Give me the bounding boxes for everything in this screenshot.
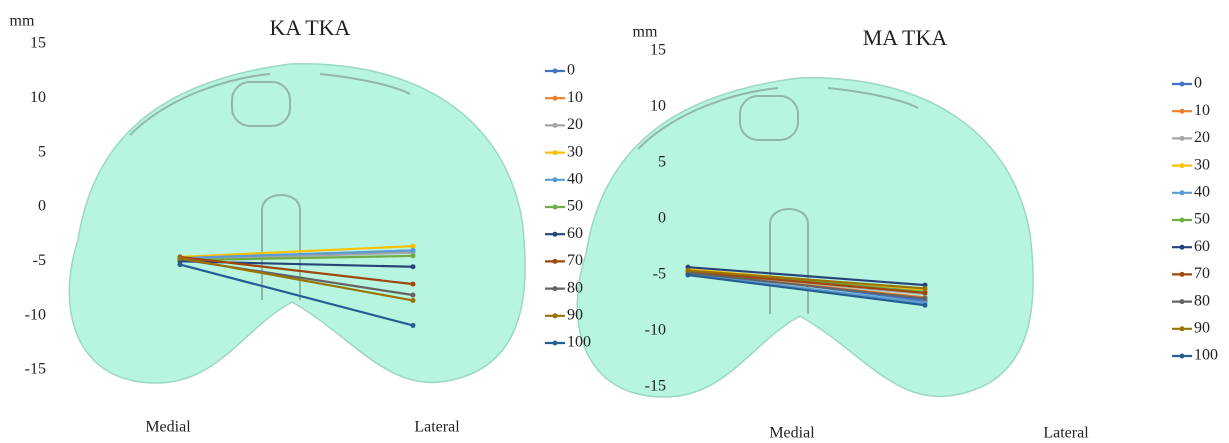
- y-tick-label: -10: [25, 306, 46, 323]
- y-tick-label: -15: [25, 361, 46, 378]
- x-tick-label: Medial: [769, 425, 815, 442]
- y-tick-label: -5: [33, 252, 46, 269]
- page: {"chart_data": [ {"type": "line", "title…: [0, 0, 1229, 443]
- legend-marker: [553, 341, 558, 346]
- legend-marker: [1180, 82, 1185, 87]
- chart-title: KA TKA: [270, 15, 351, 40]
- legend-marker: [1180, 190, 1185, 195]
- x-tick-label: Lateral: [414, 419, 460, 436]
- legend-marker: [1180, 218, 1185, 223]
- y-tick-label: -15: [645, 378, 666, 395]
- data-point: [411, 293, 416, 298]
- data-point: [686, 268, 691, 273]
- legend-marker: [1180, 163, 1185, 168]
- legend-label: 70: [1194, 265, 1210, 282]
- x-tick-label: Medial: [145, 419, 191, 436]
- data-point: [411, 253, 416, 258]
- legend-marker: [1180, 326, 1185, 331]
- data-point: [178, 262, 183, 267]
- legend-label: 80: [567, 279, 583, 296]
- y-axis-label: mm: [10, 13, 35, 30]
- data-point: [923, 290, 928, 295]
- legend-label: 90: [567, 306, 583, 323]
- legend-marker: [1180, 136, 1185, 141]
- tibia-outline: [69, 64, 1033, 397]
- y-tick-label: 10: [650, 98, 666, 115]
- legend-marker: [553, 313, 558, 318]
- legend-marker: [553, 69, 558, 74]
- legend-label: 60: [567, 225, 583, 242]
- legend-label: 20: [567, 116, 583, 133]
- legend-label: 30: [567, 143, 583, 160]
- legend-label: 50: [567, 198, 583, 215]
- legend-marker: [553, 286, 558, 291]
- y-axis-label: mm: [633, 24, 658, 41]
- data-point: [411, 248, 416, 253]
- data-point: [411, 323, 416, 328]
- data-point: [923, 286, 928, 291]
- legend-label: 20: [1194, 129, 1210, 146]
- legend-marker: [1180, 299, 1185, 304]
- data-point: [923, 296, 928, 301]
- data-point: [178, 256, 183, 261]
- legend-marker: [553, 232, 558, 237]
- legend-label: 40: [1194, 183, 1210, 200]
- legend-label: 80: [1194, 292, 1210, 309]
- legend-label: 100: [1194, 347, 1218, 364]
- y-tick-label: -10: [645, 322, 666, 339]
- legend-label: 40: [567, 170, 583, 187]
- y-tick-label: 15: [650, 42, 666, 59]
- y-tick-label: 5: [38, 143, 46, 160]
- legend-label: 50: [1194, 211, 1210, 228]
- legend-label: 10: [1194, 102, 1210, 119]
- legend-label: 10: [567, 89, 583, 106]
- y-tick-label: 5: [658, 154, 666, 171]
- legend-marker: [553, 177, 558, 182]
- data-point: [686, 273, 691, 278]
- chart: KA TKAmm151050-5-10-15MedialLateral01020…: [0, 0, 1229, 443]
- legend-label: 30: [1194, 156, 1210, 173]
- x-tick-label: Lateral: [1043, 425, 1089, 442]
- data-point: [411, 298, 416, 303]
- data-point: [411, 282, 416, 287]
- y-tick-label: -5: [653, 266, 666, 283]
- legend-marker: [553, 96, 558, 101]
- legend-marker: [553, 150, 558, 155]
- legend-label: 60: [1194, 238, 1210, 255]
- legend-marker: [553, 205, 558, 210]
- data-point: [411, 244, 416, 249]
- legend-marker: [1180, 109, 1185, 114]
- legend-marker: [1180, 245, 1185, 250]
- legend-label: 0: [1194, 75, 1202, 92]
- legend-label: 90: [1194, 319, 1210, 336]
- legend-label: 0: [567, 62, 575, 79]
- data-point: [923, 303, 928, 308]
- y-tick-label: 15: [30, 35, 46, 52]
- legend-label: 70: [567, 252, 583, 269]
- y-tick-label: 10: [30, 89, 46, 106]
- legend-marker: [1180, 272, 1185, 277]
- chart-title: MA TKA: [863, 25, 948, 50]
- legend-marker: [553, 259, 558, 264]
- y-tick-label: 0: [658, 210, 666, 227]
- y-tick-label: 0: [38, 198, 46, 215]
- legend-marker: [1180, 354, 1185, 359]
- legend-marker: [553, 123, 558, 128]
- data-point: [411, 264, 416, 269]
- legend-label: 100: [567, 334, 591, 351]
